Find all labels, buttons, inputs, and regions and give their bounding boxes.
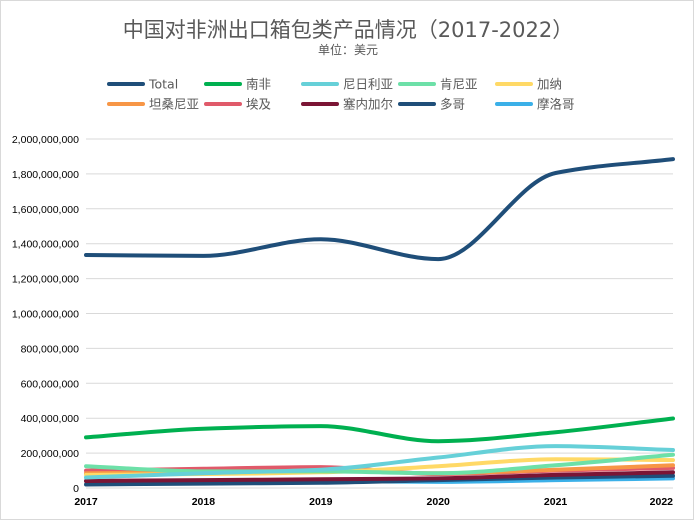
series-line-3 [84,452,675,476]
chart-subtitle: 单位：美元 [318,42,378,57]
x-tick-label: 2020 [427,496,451,508]
legend-label: 肯尼亚 [440,77,478,92]
x-tick-label: 2019 [309,496,333,508]
y-tick-label: 2,000,000,000 [12,134,79,146]
x-tick-label: 2018 [192,496,216,508]
y-tick-label: 1,000,000,000 [12,309,79,321]
y-tick-label: 400,000,000 [21,413,80,425]
legend-label: 坦桑尼亚 [149,97,199,112]
series-line-2 [84,444,675,480]
series-line-1 [84,416,675,444]
legend-label: 塞内加尔 [343,97,393,112]
y-tick-label: 200,000,000 [21,448,80,460]
y-tick-label: 1,200,000,000 [12,274,79,286]
legend-label: 摩洛哥 [537,97,575,112]
x-axis: 2017 2018 2019 2020 2021 2022 [74,496,673,508]
y-axis: 0 200,000,000 400,000,000 600,000,000 800,00… [12,134,79,495]
legend-label: 南非 [246,77,271,92]
x-tick-label: 2017 [74,496,98,508]
legend-label: Total [148,77,178,92]
legend-label: 加纳 [537,77,562,92]
series-line-7 [84,470,675,483]
y-tick-label: 800,000,000 [21,343,80,355]
y-tick-label: 1,600,000,000 [12,204,79,216]
plot-area [84,157,675,487]
y-tick-label: 0 [73,483,79,495]
y-tick-label: 1,800,000,000 [12,169,79,181]
y-tick-label: 600,000,000 [21,378,80,390]
series-line-8 [84,473,675,487]
y-tick-label: 1,400,000,000 [12,239,79,251]
legend-label: 尼日利亚 [343,77,393,92]
series-line-0 [84,157,675,262]
gridlines [86,138,673,489]
chart-title: 中国对非洲出口箱包类产品情况（2017-2022） [123,18,573,42]
x-tick-label: 2021 [544,496,568,508]
legend-label: 多哥 [440,97,465,112]
legend-label: 埃及 [246,97,272,112]
x-tick-label: 2022 [650,496,674,508]
